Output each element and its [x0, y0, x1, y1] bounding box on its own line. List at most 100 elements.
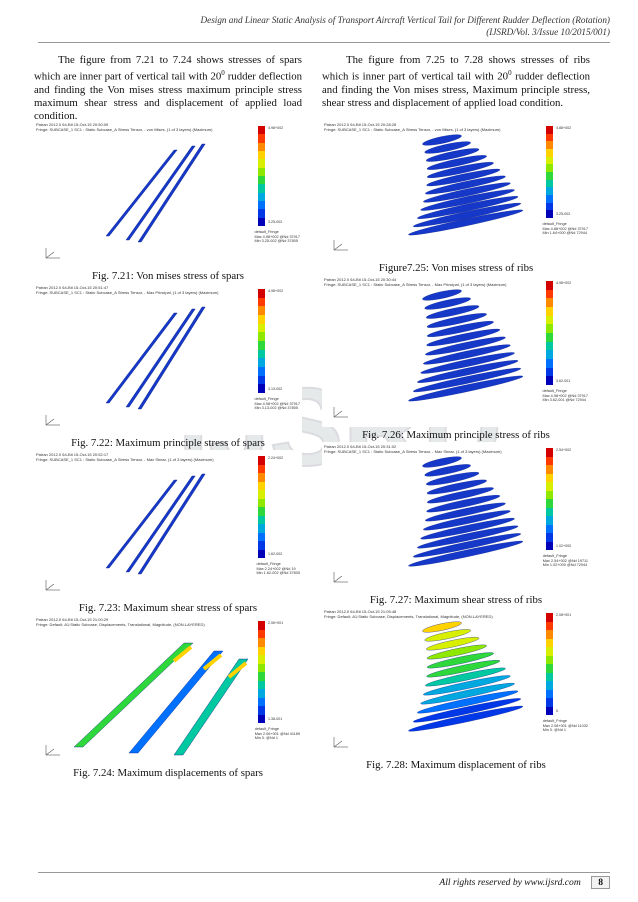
right-column: The figure from 7.25 to 7.28 shows stres… [322, 54, 590, 772]
legend-swatch [258, 646, 265, 655]
legend-swatch [258, 366, 265, 376]
legend-color-bar [258, 289, 265, 393]
legend-color-bar [258, 126, 265, 226]
fringe-default-label: default_Fringe [542, 222, 567, 226]
rib-shape [408, 540, 524, 567]
spar-shape [73, 642, 194, 748]
legend-swatch [546, 524, 553, 533]
legend-swatch [258, 621, 265, 630]
rib-shape [413, 202, 521, 228]
legend-swatch [258, 515, 265, 524]
legend-swatch [258, 541, 265, 550]
legend-swatch [258, 473, 265, 482]
legend-swatch [258, 549, 265, 558]
legend-swatch [258, 167, 265, 176]
legend-swatch [258, 689, 265, 698]
rib-shape [425, 502, 506, 522]
patran-version: Patran 2012.0 64-Bit 15-Oct-15 20:52:17 [36, 452, 109, 457]
legend-swatch [546, 672, 553, 681]
spar-shape [125, 145, 196, 241]
rib-shape [417, 360, 519, 383]
fea-screenshot: Patran 2012.0 64-Bit 15-Oct-15 20:50:09 F… [34, 120, 302, 268]
fea-model [73, 642, 249, 756]
fea-model [105, 143, 206, 243]
rib-shape [423, 675, 511, 696]
fringe-max: Max 2.24+002 @Nd 19 [256, 566, 296, 571]
fea-model [105, 306, 206, 410]
figure-caption: Fig. 7.28: Maximum displacement of ribs [366, 759, 546, 771]
fringe-max: Max 4.98+002 @Nd 37917 [542, 393, 588, 398]
legend-swatch [258, 358, 265, 367]
legend-color-bar [546, 613, 553, 715]
fringe-min: Min 3.13-002 @Nd 37805 [254, 406, 298, 411]
legend-swatch [258, 384, 265, 393]
axis-triad [45, 580, 60, 591]
axis-triad [333, 407, 348, 418]
rib-shape [420, 517, 515, 540]
rib-shape [417, 196, 519, 219]
legend-swatch [258, 209, 265, 218]
fringe-summary: default_Fringe Max 2.24+002 @Nd 19 Min 1.6… [256, 562, 300, 576]
legend-swatch [546, 332, 553, 342]
displacement-band [202, 653, 223, 671]
rib-shape [426, 495, 501, 513]
fringe-legend: 4.98+002 3.62-001 [546, 281, 590, 385]
legend-swatch [258, 697, 265, 706]
fringe-summary: default_Fringe Max 2.06+001 @Nd 41189 Min … [255, 727, 300, 741]
rib-shape [423, 344, 511, 365]
legend-swatch [258, 375, 265, 385]
legend-swatch [258, 672, 265, 681]
legend-swatch [258, 200, 265, 210]
legend-swatch [546, 490, 553, 499]
patran-version: Patran 2012.0 64-Bit 15-Oct-15 21:05:48 [324, 609, 397, 614]
header-volume: (IJSRD/Vol. 3/Issue 10/2015/001) [486, 27, 610, 37]
legend-color-bar [258, 456, 265, 558]
page-footer: All rights reserved by www.ijsrd.com 8 [38, 872, 610, 889]
rib-shape [420, 682, 515, 705]
legend-swatch [546, 516, 553, 525]
legend-min-value: 1.38-001 [268, 717, 283, 721]
fea-screenshot: Patran 2012.0 64-Bit 15-Oct-15 20:52:17 F… [34, 450, 302, 600]
fringe-default-label: default_Fringe [542, 719, 568, 723]
legend-swatch [258, 175, 265, 185]
legend-swatch [258, 340, 265, 350]
legend-swatch [546, 148, 553, 157]
fringe-summary: default_Fringe Max 2.54+002 @Nd 19711 Min … [543, 554, 588, 568]
header-divider [38, 42, 610, 43]
legend-swatch [258, 464, 265, 473]
left-column: The figure from 7.21 to 7.24 shows stres… [34, 54, 302, 780]
axis-triad [45, 248, 60, 259]
rib-shape [425, 175, 506, 195]
rib-shape [426, 471, 480, 486]
legend-swatch [258, 150, 265, 160]
fea-screenshot: Patran 2012.0 64-Bit 15-Oct-15 21:00:29 F… [34, 615, 302, 765]
legend-swatch [546, 315, 553, 325]
fringe-max: Max 2.08+001 @Nd 11032 [542, 723, 588, 728]
legend-swatch [546, 367, 553, 377]
legend-swatch [546, 306, 553, 316]
fea-screenshot: Patran 2012.0 64-Bit 15-Oct-15 20:51:47 F… [34, 283, 302, 435]
legend-swatch [258, 126, 265, 135]
rib-shape [422, 621, 462, 633]
legend-swatch [546, 126, 553, 134]
legend-swatch [258, 481, 265, 490]
legend-swatch [546, 638, 553, 647]
fringe-min: Min 1.64+000 @Nd 72944 [542, 231, 587, 236]
fringe-min: Min 3.25-002 @Nd 37805 [254, 239, 298, 244]
displacement-band [227, 661, 248, 679]
legend-max-value: 2.06+001 [268, 621, 284, 625]
rib-shape [426, 328, 501, 347]
legend-swatch [258, 498, 265, 507]
legend-min-value: 3.25-002 [556, 212, 571, 216]
rib-shape [422, 289, 462, 301]
axis-triad [45, 745, 60, 756]
legend-swatch [546, 298, 553, 307]
patran-header: Patran 2012.0 64-Bit 15-Oct-15 20:31:02 F… [324, 444, 502, 454]
right-intro-paragraph: The figure from 7.25 to 7.28 shows stres… [322, 54, 590, 110]
fea-model [408, 134, 524, 236]
legend-swatch [546, 324, 553, 333]
patran-header: Patran 2012.0 64-Bit 15-Oct-15 21:05:48 F… [324, 609, 493, 619]
spar-shape [173, 658, 249, 756]
figure-caption: Fig. 7.22: Maximum principle stress of s… [71, 437, 265, 449]
legend-swatch [258, 192, 265, 201]
